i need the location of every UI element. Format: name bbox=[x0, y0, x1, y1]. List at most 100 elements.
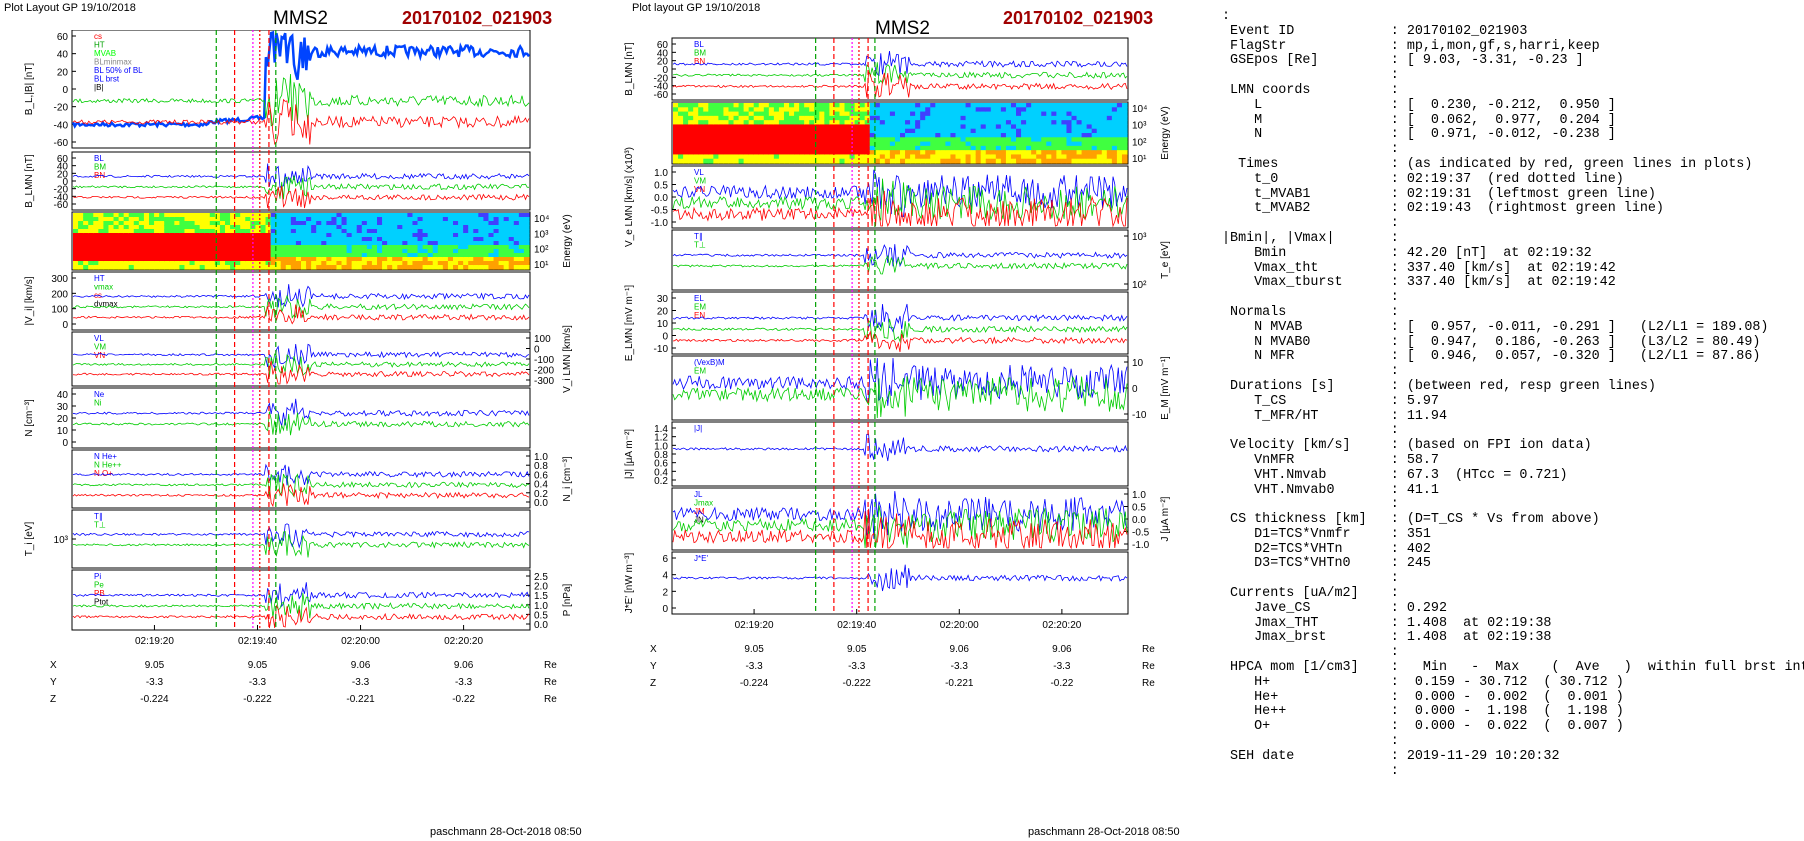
spectrogram-cell bbox=[1066, 103, 1073, 108]
spectrogram-cell bbox=[508, 213, 515, 218]
spectrogram-cell bbox=[829, 145, 836, 151]
spectrogram-cell bbox=[184, 249, 191, 254]
spectrogram-cell bbox=[1066, 141, 1073, 147]
spectrogram-cell bbox=[683, 107, 689, 113]
spectrogram-cell bbox=[915, 154, 921, 160]
spectrogram-cell bbox=[458, 253, 464, 258]
spectrogram-cell bbox=[169, 241, 175, 246]
x-tick-label: 02:19:20 bbox=[135, 636, 174, 647]
spectrogram-cell bbox=[950, 115, 957, 121]
spectrogram-cell bbox=[1016, 141, 1022, 147]
spectrogram-cell bbox=[789, 141, 795, 147]
spectrogram-cell bbox=[108, 221, 115, 226]
info-row: Velocity [km/s] : (based on FPI ion data… bbox=[1222, 438, 1797, 454]
spectrogram-cell bbox=[311, 241, 317, 246]
spectrogram-cell bbox=[245, 225, 251, 230]
spectrogram-cell bbox=[73, 257, 79, 262]
y-axis-label: P [nPa] bbox=[562, 583, 573, 616]
info-row: VHT.Nmvab : 67.3 (HTcc = 0.721) bbox=[1222, 468, 1797, 484]
spectrogram-cell bbox=[103, 241, 110, 246]
spectrogram-cell bbox=[990, 111, 997, 117]
spectrogram-cell bbox=[773, 107, 780, 113]
spectrogram-cell bbox=[275, 217, 282, 222]
spectrogram-cell bbox=[945, 124, 952, 130]
spectrogram-cell bbox=[1066, 107, 1073, 113]
legend-entry: BL brst bbox=[94, 75, 120, 84]
info-value: : (as indicated by red, green lines in p… bbox=[1390, 156, 1753, 172]
spectrogram-cell bbox=[225, 217, 231, 222]
spectrogram-cell bbox=[920, 115, 926, 121]
info-key: : bbox=[1222, 9, 1391, 24]
spectrogram-cell bbox=[1026, 103, 1032, 108]
spectrogram-cell bbox=[245, 265, 251, 270]
spectrogram-cell bbox=[889, 120, 896, 126]
data-series bbox=[72, 530, 530, 558]
spectrogram-cell bbox=[169, 261, 175, 266]
spectrogram-cell bbox=[713, 154, 719, 160]
spectrogram-cell bbox=[128, 261, 135, 266]
data-series bbox=[72, 185, 530, 209]
spectrogram-cell bbox=[503, 225, 510, 230]
spectrogram-cell bbox=[1041, 111, 1047, 117]
spectrogram-cell bbox=[889, 128, 896, 134]
spectrogram-cell bbox=[478, 225, 484, 230]
spectrogram-cell bbox=[442, 265, 449, 270]
info-row: Jmax_THT : 1.408 at 02:19:38 bbox=[1222, 616, 1797, 632]
spectrogram-cell bbox=[321, 233, 327, 238]
spectrogram-cell bbox=[189, 229, 196, 234]
spectrogram-cell bbox=[955, 154, 962, 160]
spectrogram-cell bbox=[382, 241, 388, 246]
spectrogram-cell bbox=[341, 245, 348, 250]
spectrogram-cell bbox=[758, 128, 765, 134]
spectrogram-cell bbox=[199, 225, 206, 230]
spectrogram-cell bbox=[133, 245, 140, 250]
y-tick-label: 0.0 bbox=[534, 498, 548, 509]
spectrogram-cell bbox=[1121, 128, 1128, 134]
spectrogram-cell bbox=[678, 141, 684, 147]
spectrogram-cell bbox=[240, 217, 246, 222]
spectrogram-cell bbox=[940, 103, 946, 108]
spectrogram-cell bbox=[1081, 124, 1088, 130]
spectrogram-cell bbox=[1081, 111, 1088, 117]
spectrogram-cell bbox=[1111, 115, 1118, 121]
spectrogram-cell bbox=[412, 241, 419, 246]
spectrogram-cell bbox=[905, 103, 911, 108]
spectrogram-cell bbox=[306, 233, 312, 238]
spectrogram-cell bbox=[285, 249, 292, 254]
ephemeris-label: X bbox=[650, 644, 657, 655]
spectrogram-cell bbox=[1091, 154, 1098, 160]
spectrogram-cell bbox=[1021, 103, 1027, 108]
spectrogram-cell bbox=[488, 225, 495, 230]
spectrogram-cell bbox=[93, 249, 99, 254]
ephemeris-value: -3.3 bbox=[249, 677, 267, 688]
spectrogram-cell bbox=[849, 150, 856, 156]
spectrogram-cell bbox=[753, 145, 760, 151]
spectrogram-cell bbox=[270, 241, 277, 246]
spectrogram-cell bbox=[1010, 141, 1017, 147]
spectrogram-cell bbox=[925, 137, 931, 143]
spectrogram-cell bbox=[1026, 120, 1032, 126]
spectrogram-cell bbox=[417, 229, 424, 234]
spectrogram-cell bbox=[402, 233, 408, 238]
spectrogram-cell bbox=[280, 253, 287, 258]
spectrogram-cell bbox=[1046, 120, 1052, 126]
spectrogram-cell bbox=[316, 213, 322, 218]
spectrogram-cell bbox=[387, 213, 393, 218]
spectrogram-cell bbox=[768, 128, 775, 134]
spectrogram-cell bbox=[179, 245, 186, 250]
spectrogram-cell bbox=[713, 158, 719, 164]
spectrogram-cell bbox=[179, 261, 186, 266]
spectrogram-cell bbox=[138, 221, 145, 226]
spectrogram-cell bbox=[311, 229, 317, 234]
spectrogram-cell bbox=[1056, 128, 1063, 134]
spectrogram-cell bbox=[718, 115, 725, 121]
spectrogram-cell bbox=[910, 133, 916, 138]
spectrogram-cell bbox=[773, 124, 780, 130]
spectrogram-cell bbox=[1066, 115, 1073, 121]
spectrogram-cell bbox=[453, 265, 459, 270]
spectrogram-cell bbox=[1000, 154, 1007, 160]
spectrogram-cell bbox=[889, 103, 896, 108]
spectrogram-cell bbox=[748, 137, 755, 143]
spectrogram-cell bbox=[915, 133, 921, 138]
y-tick-label: 10¹ bbox=[1132, 154, 1147, 165]
